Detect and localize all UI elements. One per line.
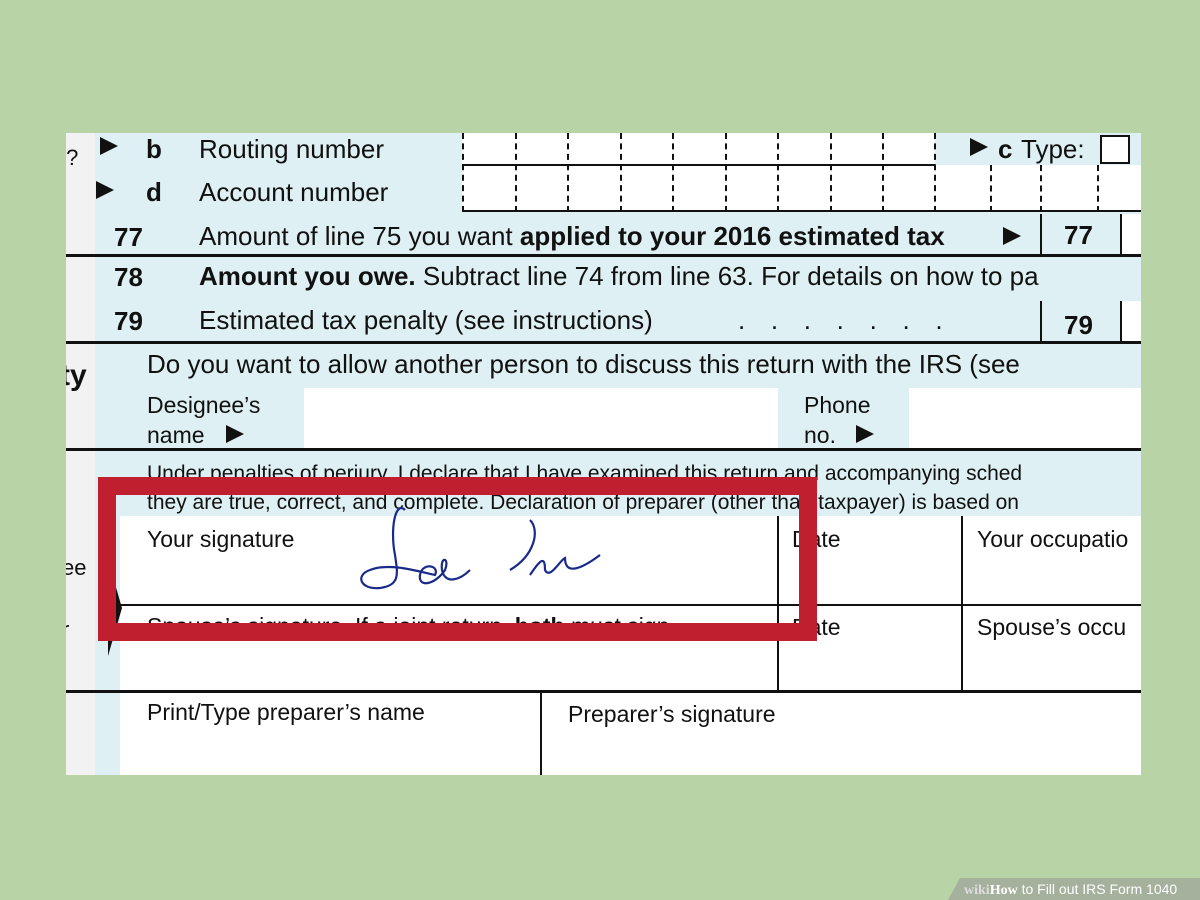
row-b-letter: b xyxy=(146,134,162,164)
routing-number-field[interactable] xyxy=(462,133,935,165)
routing-number-label: Routing number xyxy=(199,134,384,164)
arrow-icon xyxy=(1003,227,1021,245)
account-number-field[interactable] xyxy=(462,165,1141,212)
arrow-icon xyxy=(970,138,988,156)
phone-label-1: Phone xyxy=(804,392,871,418)
preparer-area xyxy=(120,693,1141,775)
handwritten-signature xyxy=(360,506,601,590)
irs-form-1040-excerpt: t? b Routing number d Account number c T… xyxy=(66,133,1141,775)
watermark-text: wikiHow to Fill out IRS Form 1040 xyxy=(964,881,1177,899)
line-78-number: 78 xyxy=(114,262,143,292)
line-77-bold: applied to your 2016 estimated tax xyxy=(519,221,945,251)
row-c-letter: c xyxy=(998,134,1013,164)
line-77-box-label: 77 xyxy=(1064,220,1093,250)
leader-dots: . . . . . . . xyxy=(738,305,944,335)
designee-label-2: name xyxy=(147,422,205,448)
arrow-icon xyxy=(226,425,244,443)
line-79-box-label: 79 xyxy=(1064,310,1093,340)
watermark-wiki: wiki xyxy=(964,883,990,898)
phone-label-2: no. xyxy=(804,422,836,448)
your-signature-label[interactable]: Your signature xyxy=(147,526,295,552)
watermark-how: How xyxy=(989,883,1018,898)
wikihow-watermark xyxy=(948,878,1200,900)
designee-name-field[interactable] xyxy=(304,388,778,448)
type-checkbox[interactable] xyxy=(1100,135,1130,164)
line-78-bold: Amount you owe. xyxy=(199,261,416,291)
preparer-name-label[interactable]: Print/Type preparer’s name xyxy=(147,699,425,725)
signature-highlight-box xyxy=(98,477,817,641)
line-78-plain: Subtract line 74 from line 63. For detai… xyxy=(415,261,1039,291)
line-78-text: Amount you owe. Subtract line 74 from li… xyxy=(199,261,1039,291)
arrow-icon xyxy=(856,425,874,443)
cut-text: t? xyxy=(66,145,79,170)
third-party-question: Do you want to allow another person to d… xyxy=(147,349,1020,379)
line-77-amount-field[interactable] xyxy=(1122,214,1141,255)
account-number-label: Account number xyxy=(199,177,389,207)
third-party-side-label: ty xyxy=(66,359,87,392)
line-79-number: 79 xyxy=(114,306,143,336)
signature-area xyxy=(120,516,1141,691)
watermark-title: to Fill out IRS Form 1040 xyxy=(1017,881,1178,897)
sign-side-label-2: r xyxy=(66,615,69,645)
designee-label-1: Designee’s xyxy=(147,392,261,418)
your-occupation-label: Your occupatio xyxy=(977,526,1129,552)
line-79-amount-field[interactable] xyxy=(1122,301,1141,342)
arrow-icon xyxy=(100,137,118,155)
sign-side-label-1: ee xyxy=(66,555,87,580)
line-77-number: 77 xyxy=(114,222,143,252)
spouse-occupation-label: Spouse’s occu xyxy=(977,614,1127,640)
type-label: Type: xyxy=(1021,134,1085,164)
preparer-signature-label[interactable]: Preparer’s signature xyxy=(568,701,776,727)
line-77-text: Amount of line 75 you want applied to yo… xyxy=(199,221,945,251)
line-77-plain: Amount of line 75 you want xyxy=(199,221,520,251)
row-d-letter: d xyxy=(146,177,162,207)
phone-number-field[interactable] xyxy=(909,388,1141,448)
line-79-text: Estimated tax penalty (see instructions) xyxy=(199,305,653,335)
arrow-icon xyxy=(96,181,114,199)
